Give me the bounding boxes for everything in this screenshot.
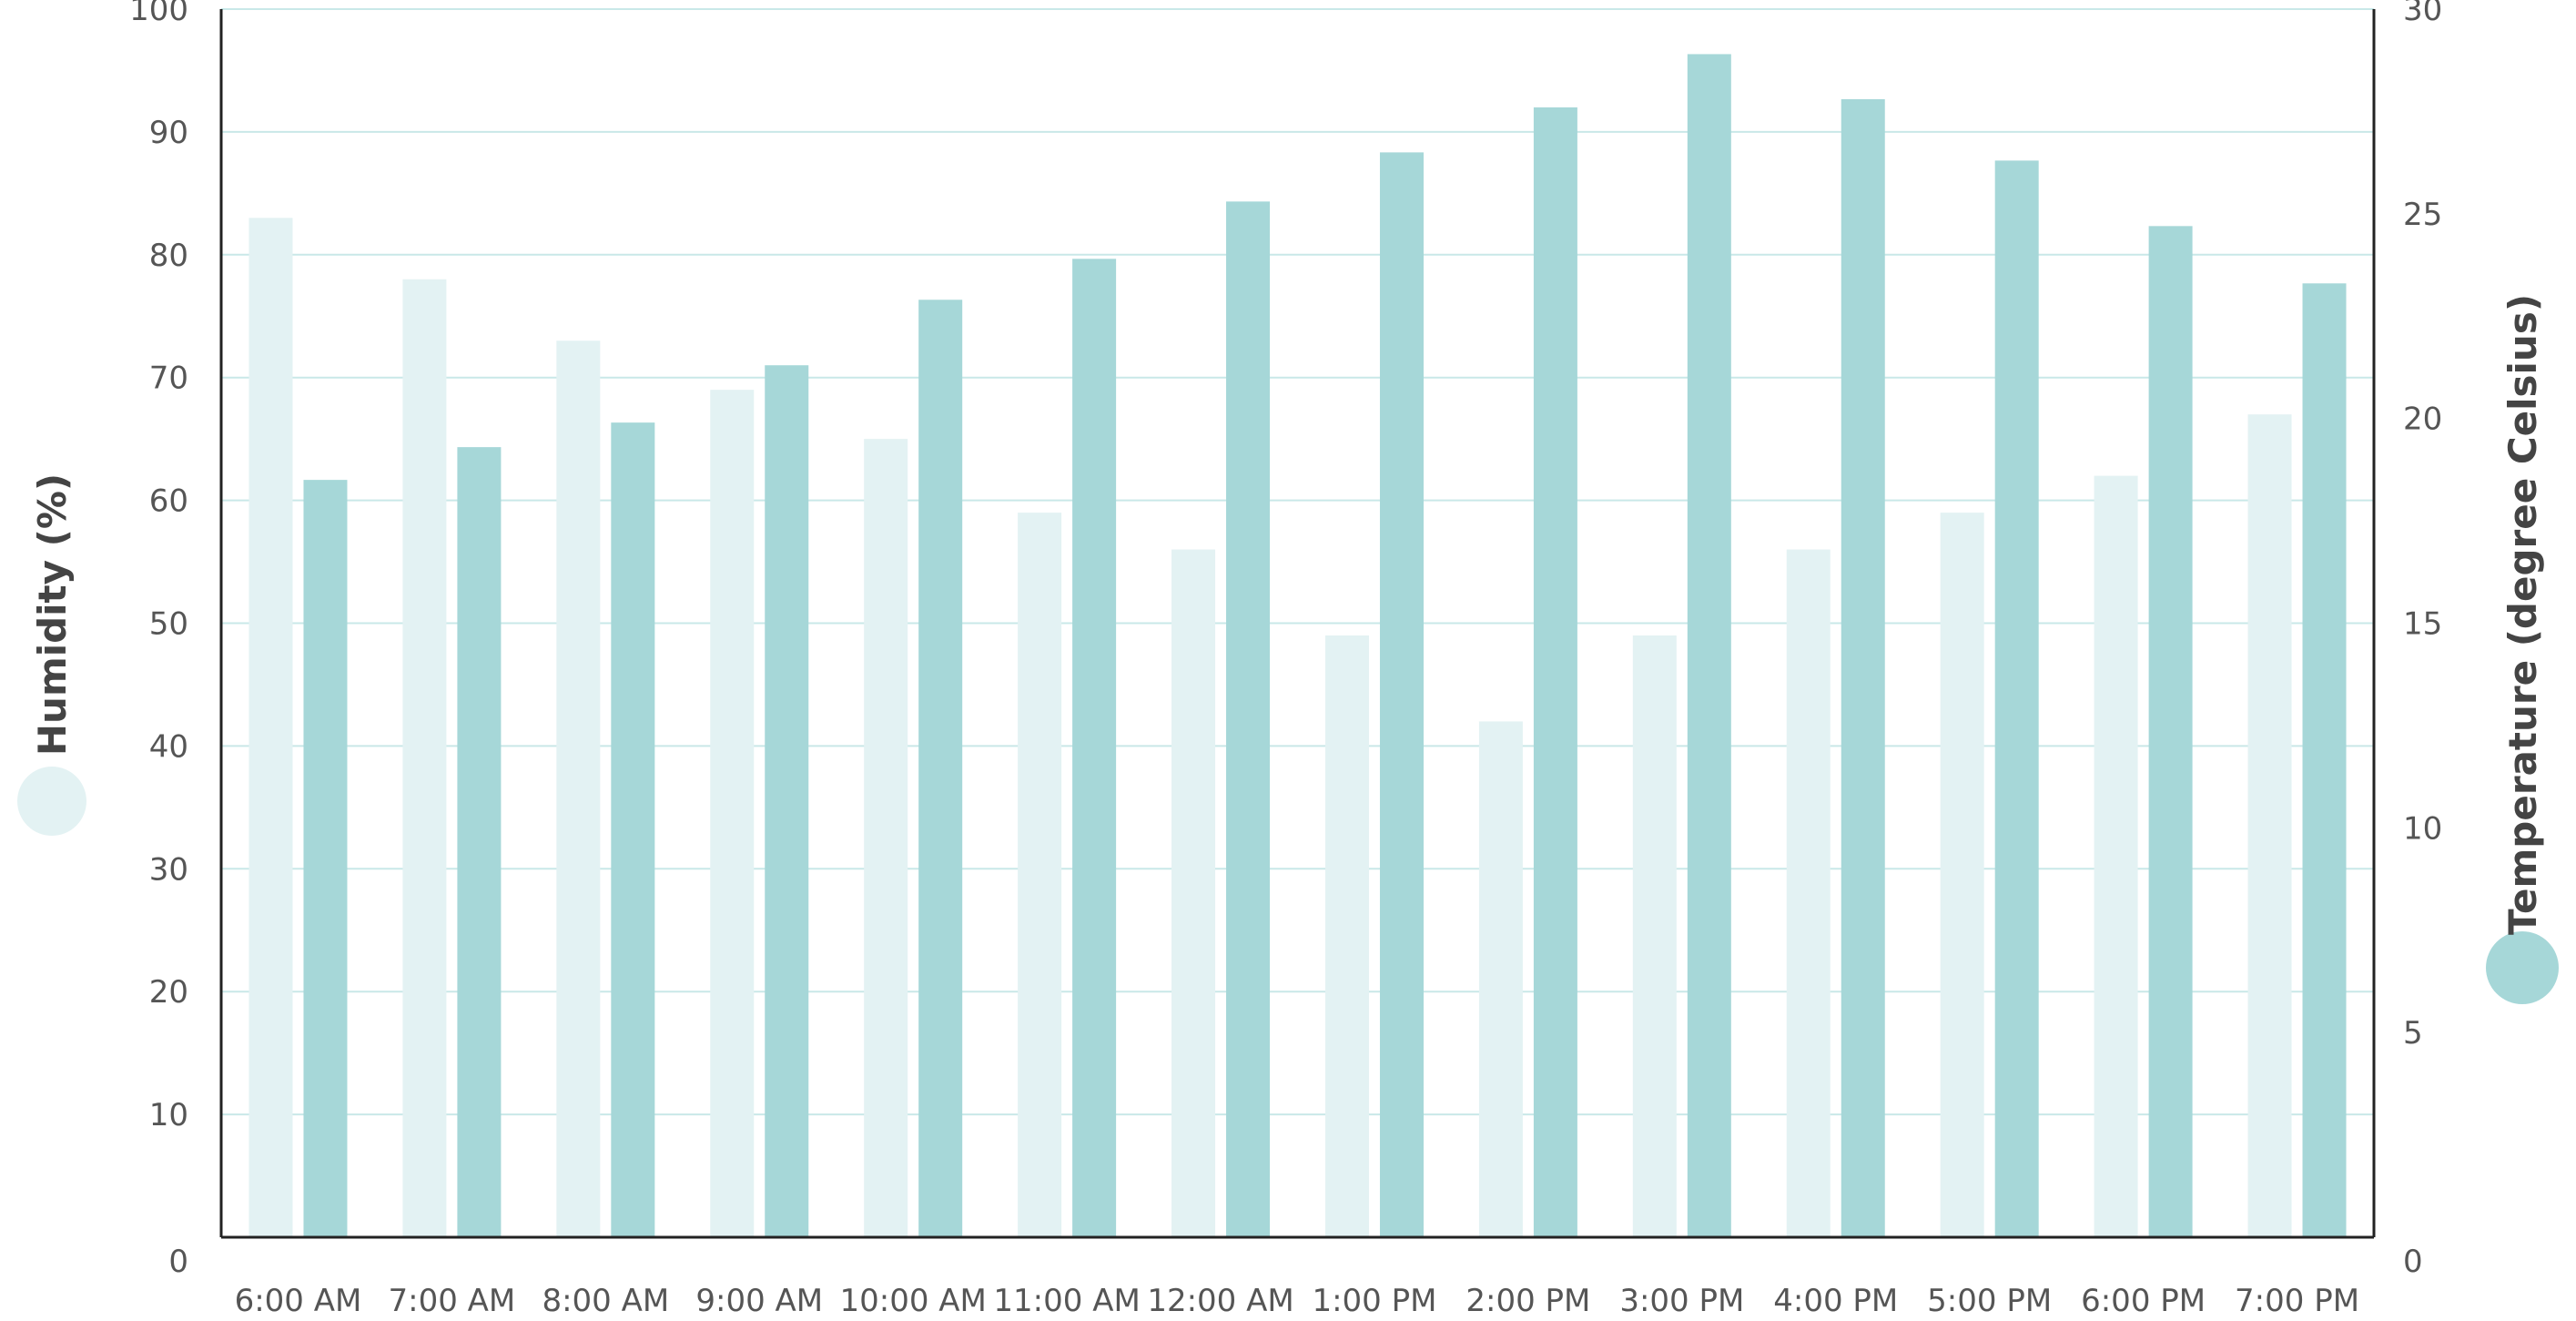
x-tick-label: 12:00 AM bbox=[1147, 1283, 1293, 1319]
humidity-bar bbox=[1786, 549, 1831, 1237]
humidity-bar bbox=[1018, 513, 1062, 1237]
right-axis-title: Temperature (degree Celsius) bbox=[2500, 294, 2545, 935]
humidity-bar bbox=[1940, 513, 1984, 1237]
right-tick-label: 15 bbox=[2403, 606, 2442, 643]
temperature-bar bbox=[1072, 259, 1117, 1238]
x-tick-label: 10:00 AM bbox=[839, 1283, 986, 1319]
gridlines bbox=[221, 8, 2374, 1116]
left-tick-label: 40 bbox=[149, 728, 188, 765]
x-tick-label: 6:00 PM bbox=[2081, 1283, 2206, 1319]
temperature-bar bbox=[303, 480, 348, 1237]
humidity-bar bbox=[864, 439, 908, 1237]
temperature-bar bbox=[1687, 54, 1731, 1237]
temperature-bar bbox=[1226, 201, 1271, 1237]
humidity-bar bbox=[556, 340, 601, 1238]
temperature-bar bbox=[611, 422, 655, 1237]
left-tick-label: 60 bbox=[149, 483, 188, 520]
right-tick-label: 5 bbox=[2403, 1015, 2423, 1052]
humidity-bar bbox=[1171, 549, 1216, 1237]
humidity-bar bbox=[1324, 635, 1369, 1237]
x-tick-label: 6:00 AM bbox=[235, 1283, 362, 1319]
left-tick-label: 0 bbox=[168, 1244, 188, 1280]
humidity-bar bbox=[402, 279, 447, 1237]
left-tick-label: 30 bbox=[149, 851, 188, 888]
x-tick-label: 2:00 PM bbox=[1465, 1283, 1590, 1319]
humidity-bar bbox=[2247, 414, 2292, 1237]
left-tick-label: 50 bbox=[149, 606, 188, 643]
x-tick-label: 8:00 AM bbox=[542, 1283, 669, 1319]
temperature-bar bbox=[918, 300, 963, 1238]
right-tick-label: 10 bbox=[2403, 810, 2442, 847]
temperature-bar bbox=[1841, 98, 1885, 1238]
right-tick-label: 0 bbox=[2403, 1244, 2423, 1280]
axes bbox=[219, 9, 2376, 1239]
temperature-bar bbox=[1994, 160, 2039, 1237]
temperature-bar bbox=[2148, 226, 2193, 1237]
left-tick-label: 90 bbox=[149, 115, 188, 151]
temperature-bar bbox=[2302, 283, 2347, 1238]
humidity-legend-marker bbox=[17, 767, 86, 836]
tick-labels: 6:00 AM 7:00 AM 8:00 AM 9:00 AM 10:00 AM 11:0… bbox=[129, 0, 2442, 1319]
left-axis-title: Humidity (%) bbox=[30, 473, 75, 756]
bars bbox=[248, 54, 2347, 1238]
right-tick-label: 25 bbox=[2403, 197, 2442, 233]
x-tick-label: 11:00 AM bbox=[993, 1283, 1140, 1319]
x-tick-label: 1:00 PM bbox=[1312, 1283, 1436, 1319]
x-tick-label: 9:00 AM bbox=[695, 1283, 823, 1319]
temperature-bar bbox=[765, 365, 809, 1238]
left-tick-label: 80 bbox=[149, 238, 188, 274]
axis-legends: Humidity (%) Temperature (degree Celsius… bbox=[17, 294, 2559, 1004]
temperature-bar bbox=[457, 447, 502, 1238]
temperature-legend-marker bbox=[2486, 931, 2559, 1004]
humidity-bar bbox=[710, 390, 755, 1237]
humidity-bar bbox=[248, 218, 293, 1238]
left-tick-label: 100 bbox=[129, 0, 188, 28]
x-tick-label: 7:00 AM bbox=[389, 1283, 516, 1319]
humidity-bar bbox=[2094, 475, 2138, 1237]
x-tick-label: 3:00 PM bbox=[1619, 1283, 1744, 1319]
x-tick-label: 7:00 PM bbox=[2235, 1283, 2359, 1319]
left-tick-label: 20 bbox=[149, 974, 188, 1011]
left-tick-label: 70 bbox=[149, 361, 188, 397]
right-tick-label: 20 bbox=[2403, 401, 2442, 438]
x-tick-label: 5:00 PM bbox=[1927, 1283, 2052, 1319]
temperature-bar bbox=[1533, 107, 1577, 1237]
humidity-bar bbox=[1478, 721, 1523, 1237]
right-tick-label: 30 bbox=[2403, 0, 2442, 28]
left-tick-label: 10 bbox=[149, 1097, 188, 1133]
x-tick-label: 4:00 PM bbox=[1773, 1283, 1898, 1319]
temperature-bar bbox=[1379, 152, 1424, 1238]
humidity-bar bbox=[1632, 635, 1677, 1237]
